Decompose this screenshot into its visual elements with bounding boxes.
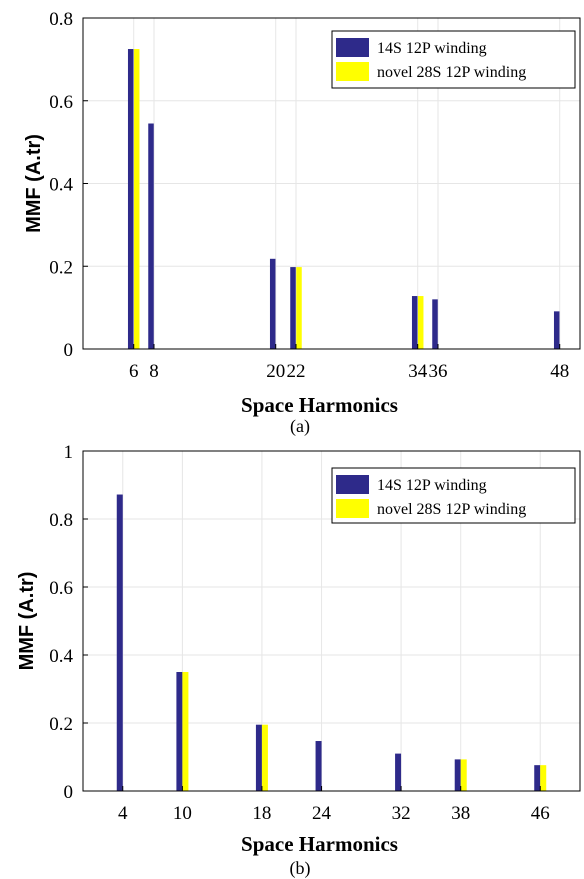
y-axis-label: MMF (A.tr) [16,572,38,671]
bar-series-1 [395,753,402,791]
x-tick-label: 10 [173,803,192,824]
y-tick-label: 0.8 [49,9,73,30]
x-tick-label: 46 [531,803,550,824]
legend-swatch-1 [336,475,369,494]
plot-frame [82,450,581,792]
bar-series-2 [460,759,467,791]
chart-a: 0 0.2 0.4 0.6 0.8 6 8 20 22 34 36 48 MMF (A.tr) Space… [23,9,581,437]
x-axis-label: Space Harmonics [241,393,398,417]
y-tick-label: 0.4 [49,175,73,196]
legend-label-2: novel 28S 12P winding [377,501,526,518]
x-tick-label: 48 [550,361,569,382]
bar-series-1 [116,494,123,791]
panel-label: (a) [290,416,310,437]
bar-series-2 [417,296,424,349]
y-tick-label: 0 [64,340,74,361]
x-tick-label: 4 [118,803,128,824]
y-tick-label: 0.2 [49,714,73,735]
y-tick-label: 0.6 [49,92,73,113]
legend-swatch-1 [336,38,369,57]
legend-swatch-2 [336,62,369,81]
bar-series-1 [315,741,322,791]
chart-b: 0 0.2 0.4 0.6 0.8 1 4 10 18 24 32 38 46 MMF (A.tr) Spa… [16,442,581,879]
y-tick-label: 0.2 [49,257,73,278]
y-tick-label: 0.6 [49,578,73,599]
x-tick-label: 24 [312,803,332,824]
bar-series-1 [269,258,276,349]
legend-label-2: novel 28S 12P winding [377,64,526,81]
x-tick-label: 18 [252,803,271,824]
y-tick-label: 0.4 [49,646,73,667]
legend: 14S 12P winding novel 28S 12P winding [331,30,576,89]
y-tick-label: 0.8 [49,510,73,531]
y-axis-label: MMF (A.tr) [23,134,45,233]
legend-swatch-2 [336,499,369,518]
legend-box [331,467,576,524]
bar-series-2 [296,267,302,349]
x-tick-label: 8 [149,361,159,382]
bar-series-1 [454,759,461,791]
y-tick-label: 0 [64,782,74,803]
x-tick-label: 36 [429,361,448,382]
bar-series-2 [261,724,268,791]
panel-label: (b) [290,858,311,879]
bar-series-1 [432,299,438,349]
x-tick-label: 38 [451,803,470,824]
legend-label-1: 14S 12P winding [377,40,487,57]
x-tick-label: 32 [392,803,411,824]
x-tick-label: 6 [129,361,139,382]
bar-series-1 [534,765,541,791]
legend: 14S 12P winding novel 28S 12P winding [331,467,576,524]
x-tick-label: 22 [287,361,306,382]
legend-box [331,30,576,89]
x-tick-label: 34 [408,361,428,382]
x-axis-label: Space Harmonics [241,832,398,856]
bar-series-2 [182,672,189,791]
bar-series-2 [133,49,140,349]
legend-label-1: 14S 12P winding [377,477,487,494]
x-tick-label: 20 [266,361,285,382]
bar-series-1 [176,672,183,791]
bar-series-1 [127,49,134,349]
bar-series-1 [148,123,154,349]
bar-series-1 [411,296,418,349]
bar-series-1 [255,724,262,791]
bar-series-1 [290,267,296,349]
bar-series-2 [540,765,547,791]
y-tick-label: 1 [64,442,74,463]
bar-series-1 [553,311,560,349]
